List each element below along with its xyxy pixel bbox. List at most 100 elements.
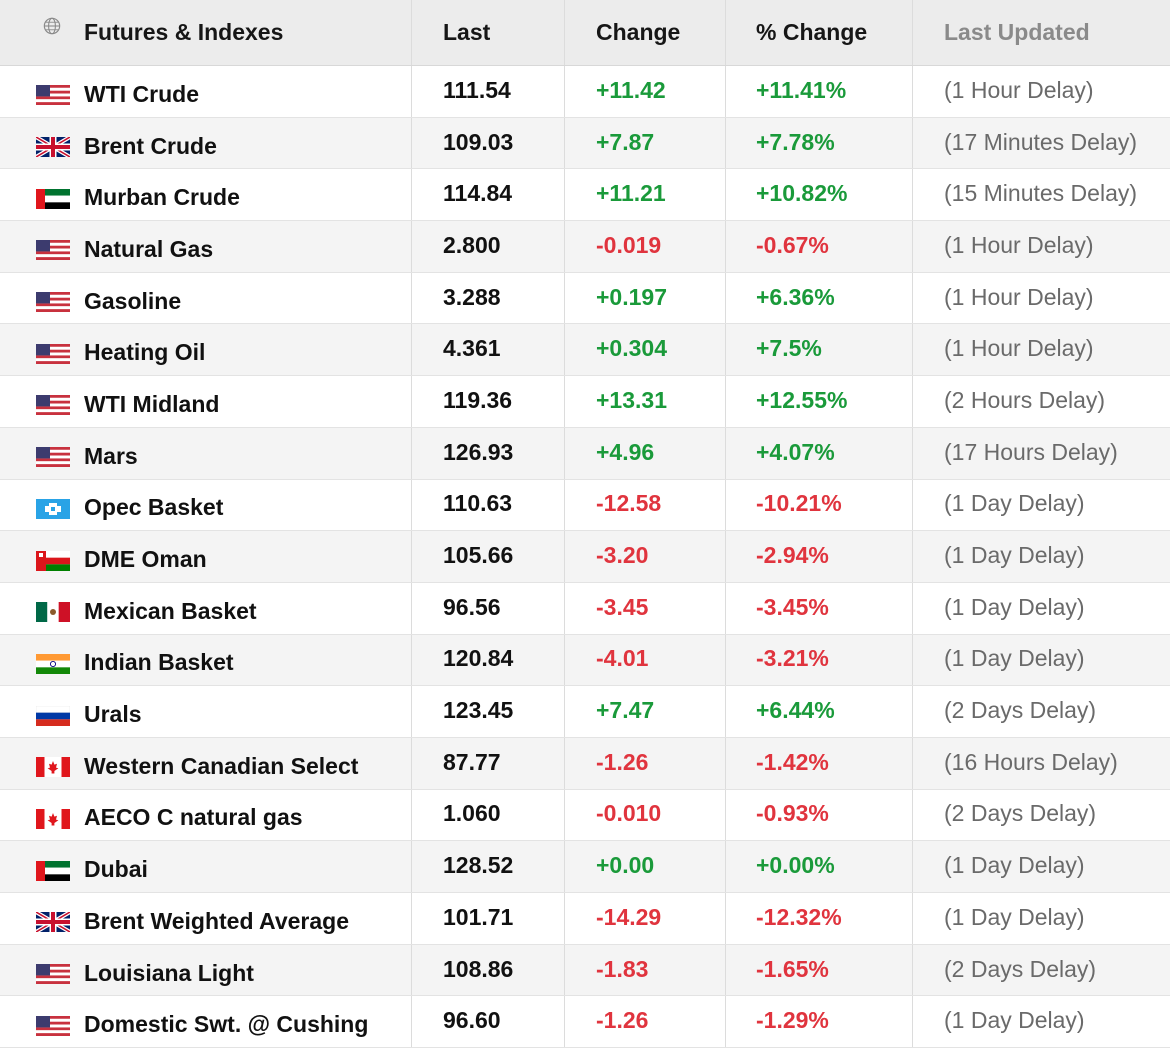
table-row[interactable]: Mars 126.93 +4.96 +4.07% (17 Hours Delay… bbox=[0, 427, 1170, 480]
row-name-cell[interactable]: DME Oman bbox=[0, 531, 412, 582]
row-name-cell[interactable]: Urals bbox=[0, 686, 412, 737]
table-row[interactable]: WTI Crude 111.54 +11.42 +11.41% (1 Hour … bbox=[0, 66, 1170, 118]
canada-flag-icon bbox=[36, 808, 70, 829]
row-updated-value: (1 Hour Delay) bbox=[944, 283, 1094, 310]
table-row[interactable]: AECO C natural gas 1.060 -0.010 -0.93% (… bbox=[0, 789, 1170, 842]
row-name[interactable]: Natural Gas bbox=[84, 235, 214, 262]
row-name[interactable]: Brent Weighted Average bbox=[84, 907, 349, 934]
row-name[interactable]: AECO C natural gas bbox=[84, 804, 303, 831]
row-pct-change-value: +0.00% bbox=[756, 852, 835, 879]
table-row[interactable]: Opec Basket 110.63 -12.58 -10.21% (1 Day… bbox=[0, 479, 1170, 532]
row-pct-change-cell: +4.07% bbox=[726, 427, 913, 479]
table-row[interactable]: Brent Weighted Average 101.71 -14.29 -12… bbox=[0, 893, 1170, 945]
row-updated-value: (2 Days Delay) bbox=[944, 955, 1097, 982]
row-name-cell[interactable]: WTI Midland bbox=[0, 376, 412, 427]
row-name[interactable]: Domestic Swt. @ Cushing bbox=[84, 1011, 369, 1038]
row-change-value: -1.83 bbox=[596, 955, 649, 982]
row-change-value: -4.01 bbox=[596, 645, 649, 672]
row-name-cell[interactable]: Mexican Basket bbox=[0, 582, 412, 634]
row-last-value: 119.36 bbox=[443, 386, 513, 413]
row-name[interactable]: Mexican Basket bbox=[84, 597, 257, 624]
table-row[interactable]: WTI Midland 119.36 +13.31 +12.55% (2 Hou… bbox=[0, 376, 1170, 428]
row-name[interactable]: WTI Midland bbox=[84, 390, 220, 417]
india-flag-icon bbox=[36, 653, 70, 674]
row-name[interactable]: WTI Crude bbox=[84, 80, 199, 107]
row-change-value: +13.31 bbox=[596, 386, 667, 413]
row-change-cell: -1.26 bbox=[565, 996, 726, 1048]
table-row[interactable]: Louisiana Light 108.86 -1.83 -1.65% (2 D… bbox=[0, 944, 1170, 997]
row-name-cell[interactable]: Domestic Swt. @ Cushing bbox=[0, 996, 412, 1048]
row-name[interactable]: Brent Crude bbox=[84, 132, 217, 159]
table-row[interactable]: Heating Oil 4.361 +0.304 +7.5% (1 Hour D… bbox=[0, 324, 1170, 377]
russia-flag-icon bbox=[36, 705, 70, 726]
table-row[interactable]: Dubai 128.52 +0.00 +0.00% (1 Day Delay) bbox=[0, 841, 1170, 893]
table-row[interactable]: Gasoline 3.288 +0.197 +6.36% (1 Hour Del… bbox=[0, 272, 1170, 325]
row-name[interactable]: DME Oman bbox=[84, 546, 207, 573]
header-last-updated-cell[interactable]: Last Updated bbox=[913, 0, 1170, 65]
row-change-cell: +11.42 bbox=[565, 66, 726, 117]
header-pct-change-cell[interactable]: % Change bbox=[726, 0, 913, 65]
row-updated-cell: (1 Hour Delay) bbox=[913, 66, 1170, 117]
row-change-cell: +7.87 bbox=[565, 117, 726, 169]
table-row[interactable]: Urals 123.45 +7.47 +6.44% (2 Days Delay) bbox=[0, 686, 1170, 738]
row-name[interactable]: Indian Basket bbox=[84, 649, 234, 676]
row-name[interactable]: Mars bbox=[84, 442, 138, 469]
row-name-cell[interactable]: Mars bbox=[0, 427, 412, 479]
row-pct-change-value: -1.65% bbox=[756, 955, 829, 982]
us-flag-icon bbox=[36, 1015, 70, 1036]
row-name[interactable]: Murban Crude bbox=[84, 184, 240, 211]
table-row[interactable]: DME Oman 105.66 -3.20 -2.94% (1 Day Dela… bbox=[0, 531, 1170, 583]
row-name[interactable]: Dubai bbox=[84, 856, 148, 883]
row-pct-change-value: -12.32% bbox=[756, 903, 842, 930]
row-name-cell[interactable]: WTI Crude bbox=[0, 66, 412, 117]
row-last-value: 109.03 bbox=[443, 128, 514, 155]
table-row[interactable]: Mexican Basket 96.56 -3.45 -3.45% (1 Day… bbox=[0, 582, 1170, 635]
row-pct-change-cell: +12.55% bbox=[726, 376, 913, 427]
row-name[interactable]: Heating Oil bbox=[84, 339, 206, 366]
row-name-cell[interactable]: Western Canadian Select bbox=[0, 737, 412, 789]
row-name-cell[interactable]: Louisiana Light bbox=[0, 944, 412, 996]
row-name-cell[interactable]: AECO C natural gas bbox=[0, 789, 412, 841]
row-last-cell: 120.84 bbox=[412, 634, 565, 686]
row-pct-change-value: -2.94% bbox=[756, 542, 829, 569]
row-last-value: 105.66 bbox=[443, 542, 514, 569]
header-name-cell[interactable]: Futures & Indexes bbox=[0, 0, 412, 65]
row-updated-cell: (1 Hour Delay) bbox=[913, 273, 1170, 324]
table-row[interactable]: Murban Crude 114.84 +11.21 +10.82% (15 M… bbox=[0, 169, 1170, 222]
row-name[interactable]: Urals bbox=[84, 701, 142, 728]
row-name[interactable]: Louisiana Light bbox=[84, 959, 254, 986]
row-name-cell[interactable]: Brent Weighted Average bbox=[0, 893, 412, 944]
row-pct-change-value: -10.21% bbox=[756, 490, 842, 517]
row-name-cell[interactable]: Natural Gas bbox=[0, 221, 412, 272]
row-last-cell: 128.52 bbox=[412, 841, 565, 892]
row-name-cell[interactable]: Dubai bbox=[0, 841, 412, 892]
table-row[interactable]: Indian Basket 120.84 -4.01 -3.21% (1 Day… bbox=[0, 634, 1170, 687]
uk-flag-icon bbox=[36, 912, 70, 933]
row-updated-cell: (1 Hour Delay) bbox=[913, 324, 1170, 375]
row-updated-value: (1 Day Delay) bbox=[944, 645, 1085, 672]
row-name[interactable]: Opec Basket bbox=[84, 494, 224, 521]
row-name-cell[interactable]: Brent Crude bbox=[0, 117, 412, 169]
row-name[interactable]: Gasoline bbox=[84, 287, 182, 314]
row-name[interactable]: Western Canadian Select bbox=[84, 752, 359, 779]
table-row[interactable]: Natural Gas 2.800 -0.019 -0.67% (1 Hour … bbox=[0, 221, 1170, 273]
row-pct-change-cell: +7.78% bbox=[726, 117, 913, 169]
row-name-cell[interactable]: Indian Basket bbox=[0, 634, 412, 686]
table-row[interactable]: Western Canadian Select 87.77 -1.26 -1.4… bbox=[0, 737, 1170, 790]
us-flag-icon bbox=[36, 85, 70, 106]
row-name-cell[interactable]: Gasoline bbox=[0, 272, 412, 324]
row-pct-change-value: +6.44% bbox=[756, 697, 835, 724]
header-last-cell[interactable]: Last bbox=[412, 0, 565, 65]
row-updated-cell: (1 Hour Delay) bbox=[913, 221, 1170, 272]
table-row[interactable]: Domestic Swt. @ Cushing 96.60 -1.26 -1.2… bbox=[0, 996, 1170, 1049]
row-name-cell[interactable]: Opec Basket bbox=[0, 479, 412, 531]
row-name-cell[interactable]: Murban Crude bbox=[0, 169, 412, 221]
row-pct-change-cell: -12.32% bbox=[726, 893, 913, 944]
row-last-cell: 110.63 bbox=[412, 479, 565, 531]
header-change-cell[interactable]: Change bbox=[565, 0, 726, 65]
row-updated-cell: (2 Days Delay) bbox=[913, 686, 1170, 737]
us-flag-icon bbox=[36, 292, 70, 313]
row-name-cell[interactable]: Heating Oil bbox=[0, 324, 412, 376]
table-row[interactable]: Brent Crude 109.03 +7.87 +7.78% (17 Minu… bbox=[0, 117, 1170, 170]
row-change-cell: +11.21 bbox=[565, 169, 726, 221]
